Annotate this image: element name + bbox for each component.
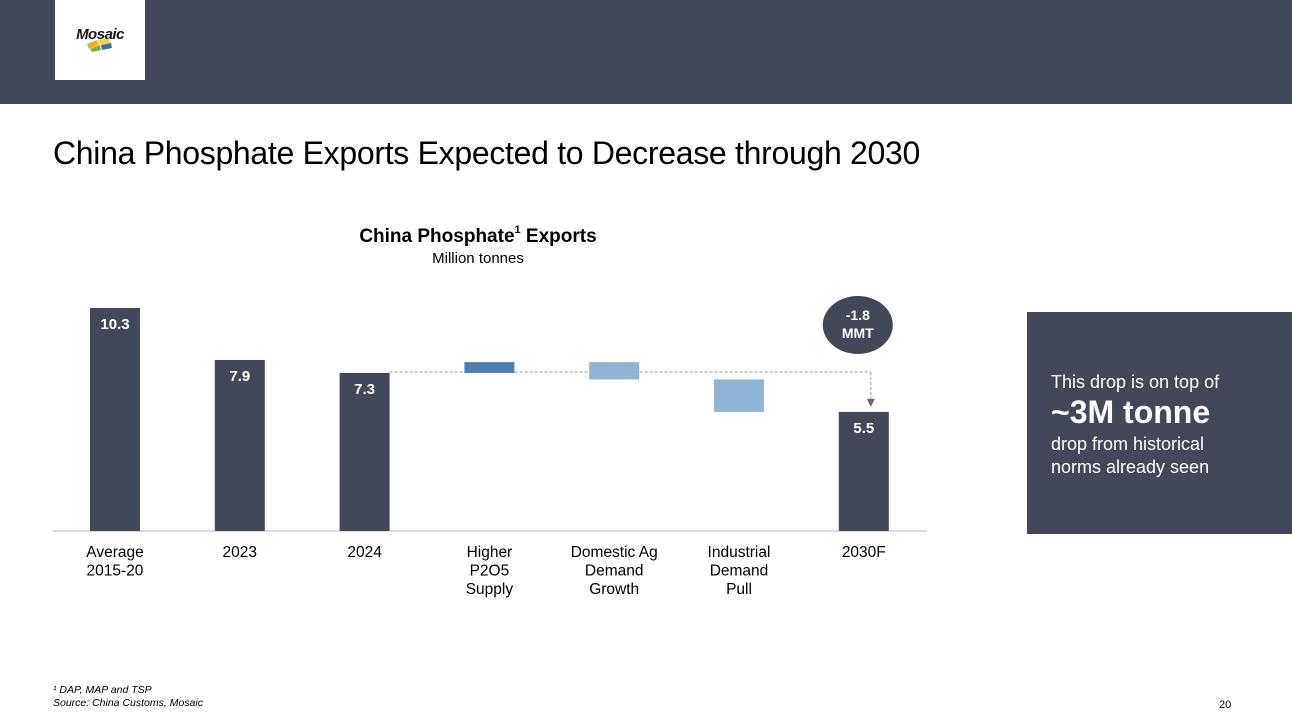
mosaic-logo-icon <box>87 38 112 52</box>
change-annotation-unit: MMT <box>842 325 874 341</box>
category-label-6-0: 2030F <box>842 544 886 561</box>
slide-title: China Phosphate Exports Expected to Decr… <box>53 135 921 171</box>
category-label-3-2: Supply <box>466 581 514 598</box>
category-label-5-0: Industrial <box>708 544 771 561</box>
category-label-0-1: 2015-20 <box>87 563 144 580</box>
callout-line-3b: norms already seen <box>1051 457 1210 477</box>
bar-5 <box>714 379 764 412</box>
category-label-4-2: Growth <box>589 581 639 598</box>
connector-arrowhead <box>866 398 875 407</box>
callout-box: This drop is on top of ~3M tonne drop fr… <box>1027 312 1292 534</box>
bar-value-label-0: 10.3 <box>100 316 129 333</box>
bar-value-label-1: 7.9 <box>229 368 250 385</box>
category-label-5-2: Pull <box>726 581 752 598</box>
change-annotation-value: -1.8 <box>846 307 870 323</box>
category-label-4-0: Domestic Ag <box>571 544 658 561</box>
category-label-0-0: Average <box>86 544 143 561</box>
chart-title-main: China Phosphate <box>359 226 515 247</box>
change-annotation-bubble <box>822 296 893 354</box>
bar-1 <box>214 359 265 531</box>
bar-2 <box>339 372 390 531</box>
category-label-3-0: Higher <box>467 544 513 561</box>
bar-6 <box>838 411 889 531</box>
callout-line-3a: drop from historical <box>1051 434 1205 454</box>
bar-value-label-2: 7.3 <box>354 381 375 398</box>
header-band: Mosaic <box>0 0 1292 104</box>
bar-4 <box>589 362 640 380</box>
callout-line-3: drop from historical norms already seen <box>1051 433 1209 479</box>
logo-wordmark: Mosaic <box>76 26 124 43</box>
category-label-1-0: 2023 <box>223 544 257 561</box>
category-label-5-1: Demand <box>710 563 769 580</box>
category-label-4-1: Demand <box>585 563 644 580</box>
source-note: Source: China Customs, Mosaic <box>53 697 203 709</box>
mosaic-logo: Mosaic <box>55 0 145 80</box>
chart-title-suffix: Exports <box>525 226 597 247</box>
bar-value-label-6: 5.5 <box>853 420 874 437</box>
callout-line-1: This drop is on top of <box>1051 372 1220 392</box>
page-number: 20 <box>1219 699 1232 711</box>
category-label-2-0: 2024 <box>347 544 382 561</box>
footnotes: ¹ DAP, MAP and TSP Source: China Customs… <box>53 684 203 710</box>
bar-3 <box>464 362 515 373</box>
bar-0 <box>90 308 140 531</box>
chart-title-superscript: 1 <box>514 224 521 236</box>
chart-title: China Phosphate1 Exports <box>338 224 618 248</box>
footnote-1: ¹ DAP, MAP and TSP <box>53 684 152 696</box>
callout-highlight: ~3M tonne <box>1051 394 1211 430</box>
category-label-3-1: P2O5 <box>470 563 510 580</box>
chart-subtitle: Million tonnes <box>432 250 524 267</box>
